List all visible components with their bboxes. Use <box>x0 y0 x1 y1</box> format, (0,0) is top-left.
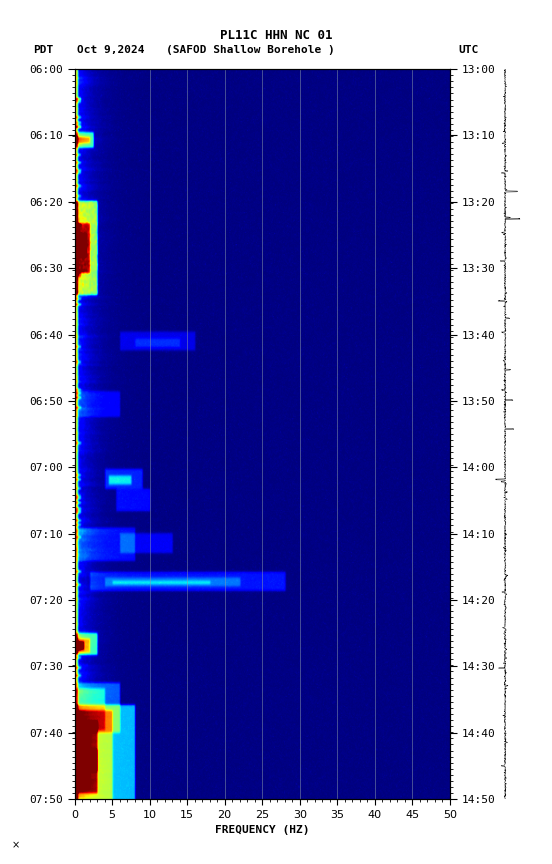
X-axis label: FREQUENCY (HZ): FREQUENCY (HZ) <box>215 825 310 835</box>
Text: PDT: PDT <box>33 45 54 55</box>
Text: $\times$: $\times$ <box>11 840 20 850</box>
Text: Oct 9,2024: Oct 9,2024 <box>77 45 145 55</box>
Text: UTC: UTC <box>458 45 479 55</box>
Text: (SAFOD Shallow Borehole ): (SAFOD Shallow Borehole ) <box>166 45 335 55</box>
Text: PL11C HHN NC 01: PL11C HHN NC 01 <box>220 29 332 41</box>
